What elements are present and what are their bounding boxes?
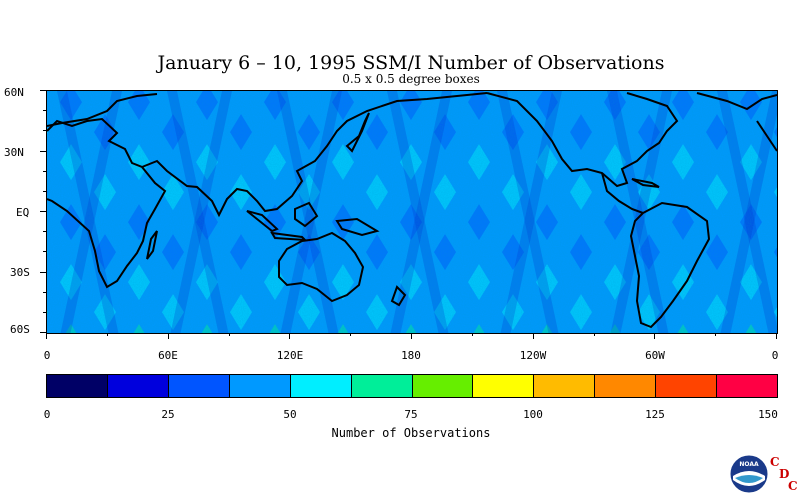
axis-tick (229, 333, 230, 336)
axis-tick (533, 333, 534, 339)
colorbar-segment (412, 375, 474, 397)
coastline-africa (47, 117, 167, 289)
lat-label-60s: 60S (10, 323, 30, 336)
colorbar-segment (595, 375, 657, 397)
colorbar-tick-0: 0 (43, 408, 51, 421)
colorbar (46, 374, 778, 398)
axis-tick (411, 333, 412, 339)
axis-tick (40, 90, 46, 91)
axis-tick (289, 333, 290, 339)
colorbar-segment (656, 375, 718, 397)
axis-tick (40, 151, 46, 152)
observation-map (46, 90, 778, 334)
colorbar-tick-50: 50 (283, 408, 297, 421)
coastline-new-guinea (335, 217, 380, 237)
cdc-letter-1: C (770, 455, 780, 469)
colorbar-segment (473, 375, 535, 397)
map-svg (47, 91, 777, 333)
colorbar-segment (47, 375, 108, 397)
lat-label-eq: EQ (16, 206, 30, 219)
axis-tick (43, 292, 46, 293)
axis-tick (43, 171, 46, 172)
coastline-borneo (294, 201, 319, 228)
axis-tick (168, 333, 169, 339)
cdc-letter-3: C (788, 479, 798, 493)
axis-tick (40, 332, 46, 333)
colorbar-segment (717, 375, 778, 397)
cdc-letter-2: D (779, 467, 790, 481)
axis-tick (40, 272, 46, 273)
lat-label-30s: 30S (10, 266, 30, 279)
lon-label-0-left: 0 (43, 349, 51, 362)
axis-tick (43, 110, 46, 111)
coastline-asia (141, 92, 488, 218)
axis-tick (350, 333, 351, 336)
lat-label-60n: 60N (4, 86, 24, 99)
coastline-europe-west (756, 120, 777, 152)
axis-tick (472, 333, 473, 336)
map-subtitle: 0.5 x 0.5 degree boxes (342, 72, 480, 86)
axis-tick (654, 333, 655, 339)
axis-tick (43, 191, 46, 192)
noaa-logo-icon: NOAA (729, 454, 769, 494)
coastline-cuba (631, 178, 660, 188)
axis-tick (43, 130, 46, 131)
noaa-logo-text: NOAA (739, 461, 759, 468)
lon-label-120w: 120W (519, 349, 547, 362)
colorbar-segment (229, 375, 291, 397)
coastline-madagascar (146, 230, 158, 260)
coastline-sumatra (246, 210, 279, 233)
colorbar-segment (168, 375, 230, 397)
axis-tick (107, 333, 108, 336)
axis-tick (43, 312, 46, 313)
colorbar-segment (351, 375, 413, 397)
coastline-new-zealand (390, 285, 407, 307)
coastline-central-america (601, 172, 644, 214)
axis-tick (715, 333, 716, 336)
colorbar-tick-100: 100 (523, 408, 543, 421)
coastlines (47, 92, 777, 329)
axis-tick (46, 333, 47, 339)
noise-texture (47, 91, 777, 333)
lat-label-30n: 30N (4, 146, 24, 159)
colorbar-tick-25: 25 (161, 408, 175, 421)
colorbar-tick-75: 75 (404, 408, 418, 421)
colorbar-segment (290, 375, 352, 397)
coastline-south-america (629, 201, 711, 329)
axis-tick (43, 231, 46, 232)
axis-tick (43, 251, 46, 252)
coastline-greenland (696, 92, 777, 111)
coastline-north-america (486, 92, 679, 188)
axis-tick (594, 333, 595, 336)
coastline-japan (345, 112, 370, 153)
lon-label-120e: 120E (276, 349, 304, 362)
colorbar-title: Number of Observations (331, 426, 491, 440)
coastline-mediterranean (47, 93, 158, 127)
axis-tick (776, 333, 777, 339)
colorbar-segment (107, 375, 169, 397)
lon-label-60w: 60W (645, 349, 665, 362)
colorbar-tick-125: 125 (645, 408, 665, 421)
lon-label-0-right: 0 (771, 349, 779, 362)
lon-label-60e: 60E (158, 349, 178, 362)
coastline-australia (278, 231, 365, 303)
map-title: January 6 – 10, 1995 SSM/I Number of Obs… (157, 52, 665, 74)
axis-tick (40, 211, 46, 212)
colorbar-segment (534, 375, 596, 397)
colorbar-tick-150: 150 (758, 408, 778, 421)
lon-label-180: 180 (401, 349, 421, 362)
